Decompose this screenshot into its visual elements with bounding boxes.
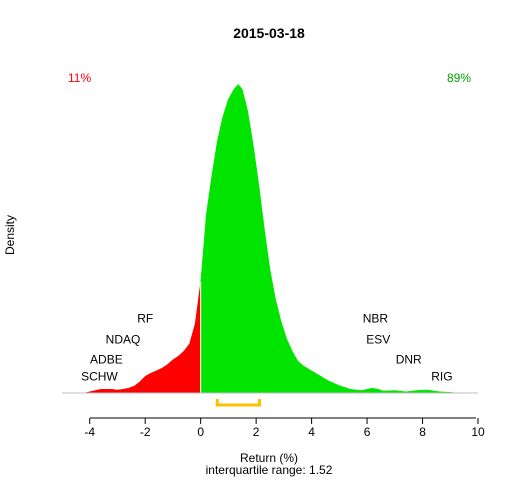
x-tick-label: 6: [364, 425, 371, 439]
x-axis-label: Return (%): [240, 451, 298, 465]
density-area: [84, 83, 456, 394]
ticker-label-rf: RF: [137, 312, 153, 326]
ticker-label-dnr: DNR: [396, 352, 422, 366]
positive-share-label: 89%: [447, 71, 471, 85]
ticker-label-adbe: ADBE: [90, 352, 123, 366]
ticker-label-esv: ESV: [366, 333, 390, 347]
positive-returns-area: [200, 83, 456, 394]
x-tick-label: 10: [471, 425, 485, 439]
ticker-label-ndaq: NDAQ: [106, 333, 141, 347]
y-axis-label: Density: [3, 215, 17, 255]
x-tick-label: 2: [253, 425, 260, 439]
ticker-labels: RF NDAQ ADBE SCHW NBR ESV DNR RIG: [81, 312, 453, 384]
ticker-label-rig: RIG: [431, 370, 452, 384]
negative-share-label: 11%: [68, 71, 91, 85]
iqr-bracket-line: [215, 399, 261, 407]
chart-title: 2015-03-18: [233, 25, 305, 41]
x-tick-label: 8: [419, 425, 426, 439]
x-axis-ticks: -4 -2 0 2 4 6 8 10: [84, 418, 485, 439]
negative-returns-area: [84, 281, 201, 394]
iqr-subtitle: interquartile range: 1.52: [206, 463, 333, 477]
ticker-label-schw: SCHW: [81, 370, 118, 384]
x-tick-label: 4: [308, 425, 315, 439]
ticker-label-nbr: NBR: [363, 312, 389, 326]
iqr-bracket: [215, 399, 261, 407]
x-tick-label: -2: [140, 425, 151, 439]
x-tick-label: -4: [84, 425, 95, 439]
x-tick-label: 0: [197, 425, 204, 439]
